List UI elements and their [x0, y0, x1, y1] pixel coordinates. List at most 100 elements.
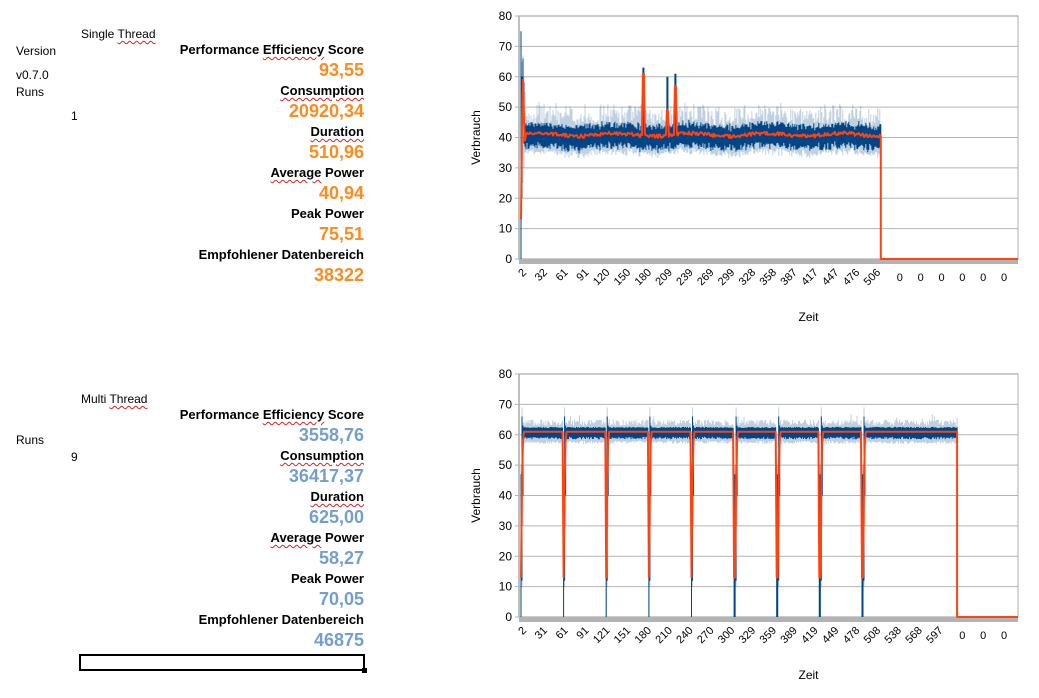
- metric-label: Performance Efficiency Score: [179, 42, 364, 57]
- metric-label: Duration: [311, 124, 364, 139]
- x-tick-label: 538: [883, 625, 904, 646]
- spellcheck-mark: Efficiency: [262, 42, 325, 57]
- x-tick-label: 209: [653, 267, 674, 288]
- x-tick-label: 61: [554, 267, 571, 284]
- y-tick-label: 60: [499, 428, 513, 442]
- x-tick-label: 329: [737, 625, 758, 646]
- y-tick-label: 40: [499, 489, 513, 503]
- spellcheck-mark: Duration: [310, 124, 364, 139]
- y-axis-title: Verbrauch: [469, 110, 483, 165]
- x-tick-label: 568: [903, 625, 924, 646]
- version-value: v0.7.0: [16, 68, 49, 82]
- x-tick-label: 419: [799, 625, 820, 646]
- metric-label: Duration: [311, 489, 364, 504]
- metric-label: Average Power: [270, 165, 364, 180]
- spellcheck-mark: Duration: [310, 489, 364, 504]
- metric-label: Peak Power: [291, 206, 364, 221]
- metric-value: 38322: [313, 265, 364, 285]
- single-runs-value: 1: [71, 109, 78, 123]
- x-axis: [519, 617, 1018, 622]
- y-tick-label: 10: [499, 222, 513, 236]
- x-tick-label: 180: [633, 267, 654, 288]
- x-tick-label: 0: [938, 272, 944, 284]
- x-axis-title: Zeit: [798, 310, 819, 324]
- x-tick-label: 389: [778, 625, 799, 646]
- x-tick-label: 447: [820, 267, 841, 288]
- x-tick-label: 0: [1001, 630, 1007, 642]
- x-tick-label: 31: [533, 625, 550, 642]
- x-tick-label: 0: [1001, 272, 1007, 284]
- spellcheck-mark: Consumption: [280, 83, 364, 98]
- x-tick-label: 121: [591, 625, 612, 646]
- metric-value: 510,96: [308, 142, 364, 162]
- version-label: Version: [16, 44, 57, 58]
- metric-value: 70,05: [318, 589, 364, 609]
- x-tick-label: 0: [959, 272, 965, 284]
- x-tick-label: 449: [820, 625, 841, 646]
- fill-handle[interactable]: [362, 668, 367, 673]
- metric-label: Consumption: [280, 83, 364, 98]
- y-tick-label: 80: [499, 367, 513, 381]
- metric-value: 75,51: [318, 224, 364, 244]
- x-axis: [519, 259, 1018, 264]
- x-tick-label: 0: [980, 630, 986, 642]
- x-tick-label: 2: [516, 625, 529, 638]
- x-tick-label: 328: [737, 267, 758, 288]
- y-tick-label: 20: [499, 191, 513, 205]
- x-tick-label: 417: [799, 267, 820, 288]
- metric-label: Empfohlener Datenbereich: [198, 612, 364, 627]
- single-runs-label: Runs: [16, 85, 45, 99]
- y-tick-label: 60: [499, 70, 513, 84]
- single-thread-title: Single Thread: [81, 27, 156, 41]
- metric-value: 3558,76: [298, 425, 364, 445]
- spellcheck-mark: Efficiency: [262, 407, 325, 422]
- single-thread-title-text: Single Thread: [81, 27, 156, 41]
- x-tick-label: 0: [959, 630, 965, 642]
- y-tick-label: 80: [499, 9, 513, 23]
- x-tick-label: 508: [862, 625, 883, 646]
- x-tick-label: 61: [554, 625, 571, 642]
- x-tick-label: 476: [841, 267, 862, 288]
- x-tick-label: 240: [674, 625, 695, 646]
- x-tick-label: 180: [633, 625, 654, 646]
- y-axis-title: Verbrauch: [469, 468, 483, 523]
- x-tick-label: 239: [674, 267, 695, 288]
- x-tick-label: 359: [758, 625, 779, 646]
- x-tick-label: 32: [533, 267, 550, 284]
- x-tick-label: 120: [591, 267, 612, 288]
- x-tick-label: 358: [758, 267, 779, 288]
- x-tick-label: 387: [778, 267, 799, 288]
- selected-cell-cursor[interactable]: [79, 654, 367, 673]
- x-tick-label: 506: [862, 267, 883, 288]
- y-tick-label: 0: [505, 252, 512, 266]
- y-tick-label: 30: [499, 161, 513, 175]
- y-tick-label: 50: [499, 458, 513, 472]
- x-tick-label: 151: [612, 625, 633, 646]
- x-tick-label: 0: [897, 272, 903, 284]
- smoothed-series: [520, 430, 1018, 618]
- multi-thread-chart[interactable]: 0 10 20 30 40 50 60 70 80 2 31 61 91 121 151 180 210 240 2…: [460, 358, 1039, 698]
- x-tick-label: 210: [653, 625, 674, 646]
- spellcheck-mark: Thread: [117, 27, 156, 41]
- x-tick-label: 299: [716, 267, 737, 288]
- metric-value: 58,27: [318, 548, 364, 568]
- spellcheck-mark: Average: [270, 165, 322, 180]
- x-tick-label: 91: [574, 267, 591, 284]
- spellcheck-mark: Thread: [109, 392, 148, 406]
- y-tick-label: 70: [499, 397, 513, 411]
- y-tick-label: 30: [499, 519, 513, 533]
- x-tick-label: 0: [980, 272, 986, 284]
- x-tick-label: 300: [716, 625, 737, 646]
- metric-label: Consumption: [280, 448, 364, 463]
- smoothed-series: [520, 72, 1018, 260]
- x-tick-label: 269: [695, 267, 716, 288]
- spellcheck-mark: Average: [270, 530, 322, 545]
- metric-value: 625,00: [308, 507, 364, 527]
- y-tick-label: 0: [505, 610, 512, 624]
- multi-runs-value: 9: [71, 450, 78, 464]
- x-tick-label: 2: [516, 267, 529, 280]
- metric-label: Peak Power: [291, 571, 364, 586]
- metric-label: Average Power: [270, 530, 364, 545]
- metric-value: 20920,34: [288, 101, 364, 121]
